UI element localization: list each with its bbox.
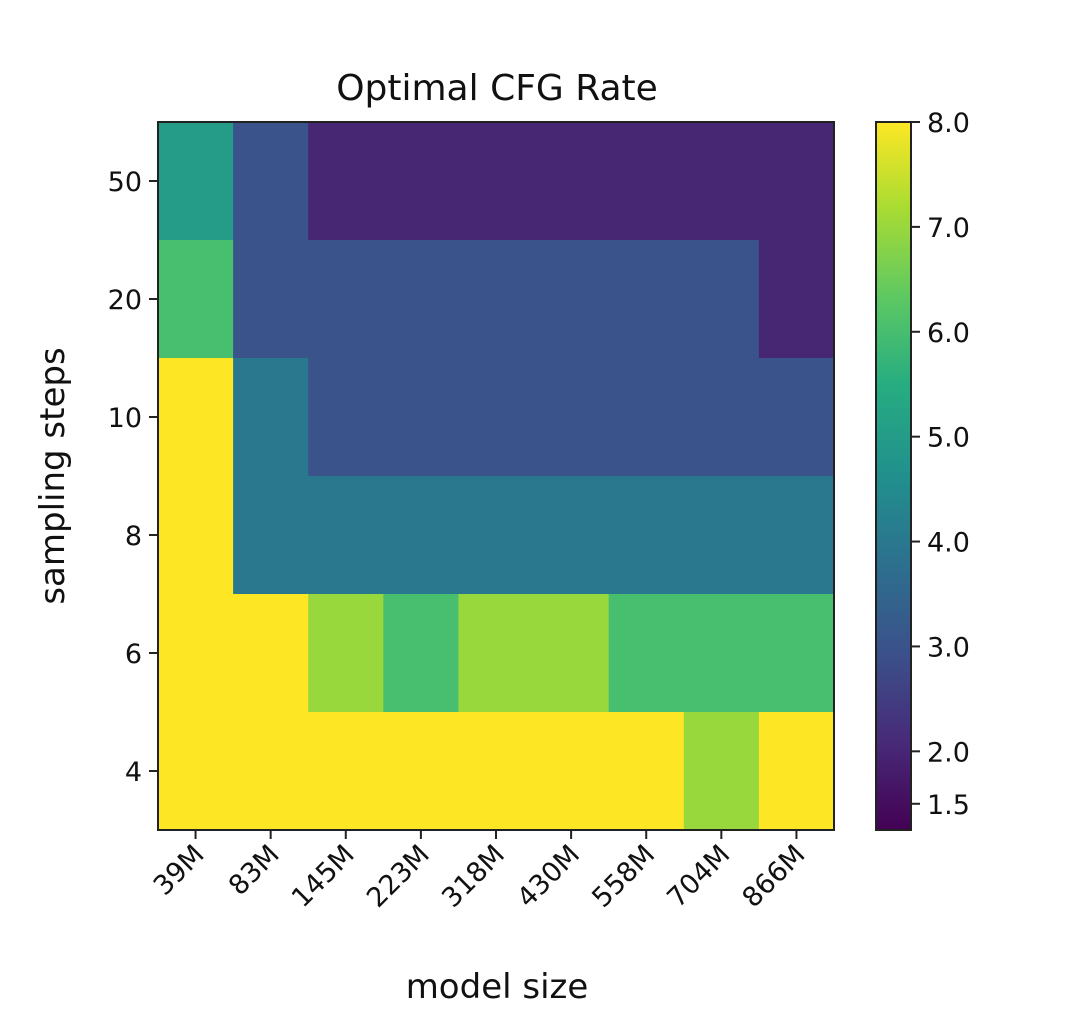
- colorbar-tick-label: 6.0: [927, 318, 970, 349]
- heatmap-cells: [158, 122, 835, 831]
- x-tick-label: 866M: [737, 839, 812, 914]
- heatmap-cell: [158, 122, 234, 241]
- colorbar-tick-label: 8.0: [927, 108, 970, 139]
- heatmap-cell: [233, 358, 309, 477]
- heatmap-cell: [758, 240, 835, 359]
- x-tick-label: 83M: [223, 839, 286, 902]
- x-tick-label: 223M: [361, 839, 436, 914]
- x-tick-label: 145M: [286, 839, 361, 914]
- heatmap-cell: [758, 712, 835, 831]
- heatmap-cell: [308, 594, 384, 713]
- heatmap-cell: [683, 476, 760, 595]
- chart-title: Optimal CFG Rate: [336, 68, 658, 109]
- heatmap-cell: [683, 358, 760, 477]
- x-axis-ticks: 39M 83M 145M 223M 318M 430M 558M 704M 866M: [148, 830, 812, 914]
- heatmap-cell: [233, 122, 309, 241]
- heatmap-cell: [383, 476, 459, 595]
- colorbar-tick-label: 7.0: [927, 213, 970, 244]
- heatmap-cell: [308, 476, 384, 595]
- heatmap-cell: [383, 358, 459, 477]
- heatmap-cell: [233, 476, 309, 595]
- x-tick-label: 558M: [586, 839, 661, 914]
- heatmap-cell: [533, 712, 610, 831]
- x-tick-label: 704M: [661, 839, 736, 914]
- heatmap-cell: [458, 594, 535, 713]
- heatmap-cell: [308, 240, 384, 359]
- y-tick-label: 50: [108, 167, 142, 198]
- colorbar: [875, 121, 912, 831]
- heatmap-cell: [608, 240, 685, 359]
- heatmap-cell: [383, 712, 459, 831]
- heatmap-cell: [458, 476, 535, 595]
- heatmap-cell: [458, 240, 535, 359]
- heatmap-cell: [158, 594, 234, 713]
- x-tick-label: 430M: [511, 839, 586, 914]
- heatmap-cell: [308, 712, 384, 831]
- y-tick-label: 6: [125, 639, 142, 670]
- heatmap-cell: [158, 240, 234, 359]
- heatmap-cell: [533, 476, 610, 595]
- heatmap-cell: [458, 358, 535, 477]
- x-tick-label: 318M: [436, 839, 511, 914]
- plot-frame: [157, 121, 835, 831]
- heatmap-cell: [233, 712, 309, 831]
- heatmap-cell: [383, 594, 459, 713]
- heatmap-cell: [308, 358, 384, 477]
- heatmap-cell: [533, 594, 610, 713]
- heatmap-cell: [158, 358, 234, 477]
- heatmap-cell: [158, 712, 234, 831]
- heatmap-cell: [458, 122, 535, 241]
- colorbar-tick-label: 5.0: [927, 423, 970, 454]
- heatmap-cell: [683, 240, 760, 359]
- heatmap-cell: [533, 122, 610, 241]
- colorbar-ticks: 1.5 2.0 3.0 4.0 5.0 6.0 7.0 8.0: [911, 108, 970, 821]
- heatmap-cell: [608, 476, 685, 595]
- y-tick-label: 8: [125, 521, 142, 552]
- heatmap-cell: [158, 476, 234, 595]
- heatmap-cell: [608, 358, 685, 477]
- heatmap-cell: [533, 240, 610, 359]
- x-tick-label: 39M: [148, 839, 211, 902]
- heatmap-cell: [458, 712, 535, 831]
- heatmap-cell: [758, 358, 835, 477]
- heatmap-cell: [683, 712, 760, 831]
- x-axis-label: model size: [406, 967, 589, 1007]
- y-tick-label: 20: [108, 285, 142, 316]
- heatmap-cell: [758, 594, 835, 713]
- heatmap-cell: [608, 594, 685, 713]
- heatmap-cell: [383, 122, 459, 241]
- heatmap-cell: [533, 358, 610, 477]
- colorbar-tick-label: 2.0: [927, 737, 970, 768]
- y-tick-label: 4: [125, 757, 142, 788]
- colorbar-tick-label: 1.5: [927, 790, 970, 821]
- heatmap-cell: [683, 594, 760, 713]
- y-axis-ticks: 50 20 10 8 6 4: [108, 167, 158, 788]
- heatmap-cell: [758, 122, 835, 241]
- heatmap-cell: [233, 240, 309, 359]
- heatmap-cell: [608, 122, 685, 241]
- colorbar-tick-label: 3.0: [927, 632, 970, 663]
- y-tick-label: 10: [108, 403, 142, 434]
- heatmap-cell: [683, 122, 760, 241]
- heatmap-cell: [233, 594, 309, 713]
- heatmap-cell: [608, 712, 685, 831]
- heatmap-cell: [758, 476, 835, 595]
- heatmap-cell: [383, 240, 459, 359]
- y-axis-label: sampling steps: [33, 347, 73, 604]
- heatmap-cell: [308, 122, 384, 241]
- colorbar-tick-label: 4.0: [927, 528, 970, 559]
